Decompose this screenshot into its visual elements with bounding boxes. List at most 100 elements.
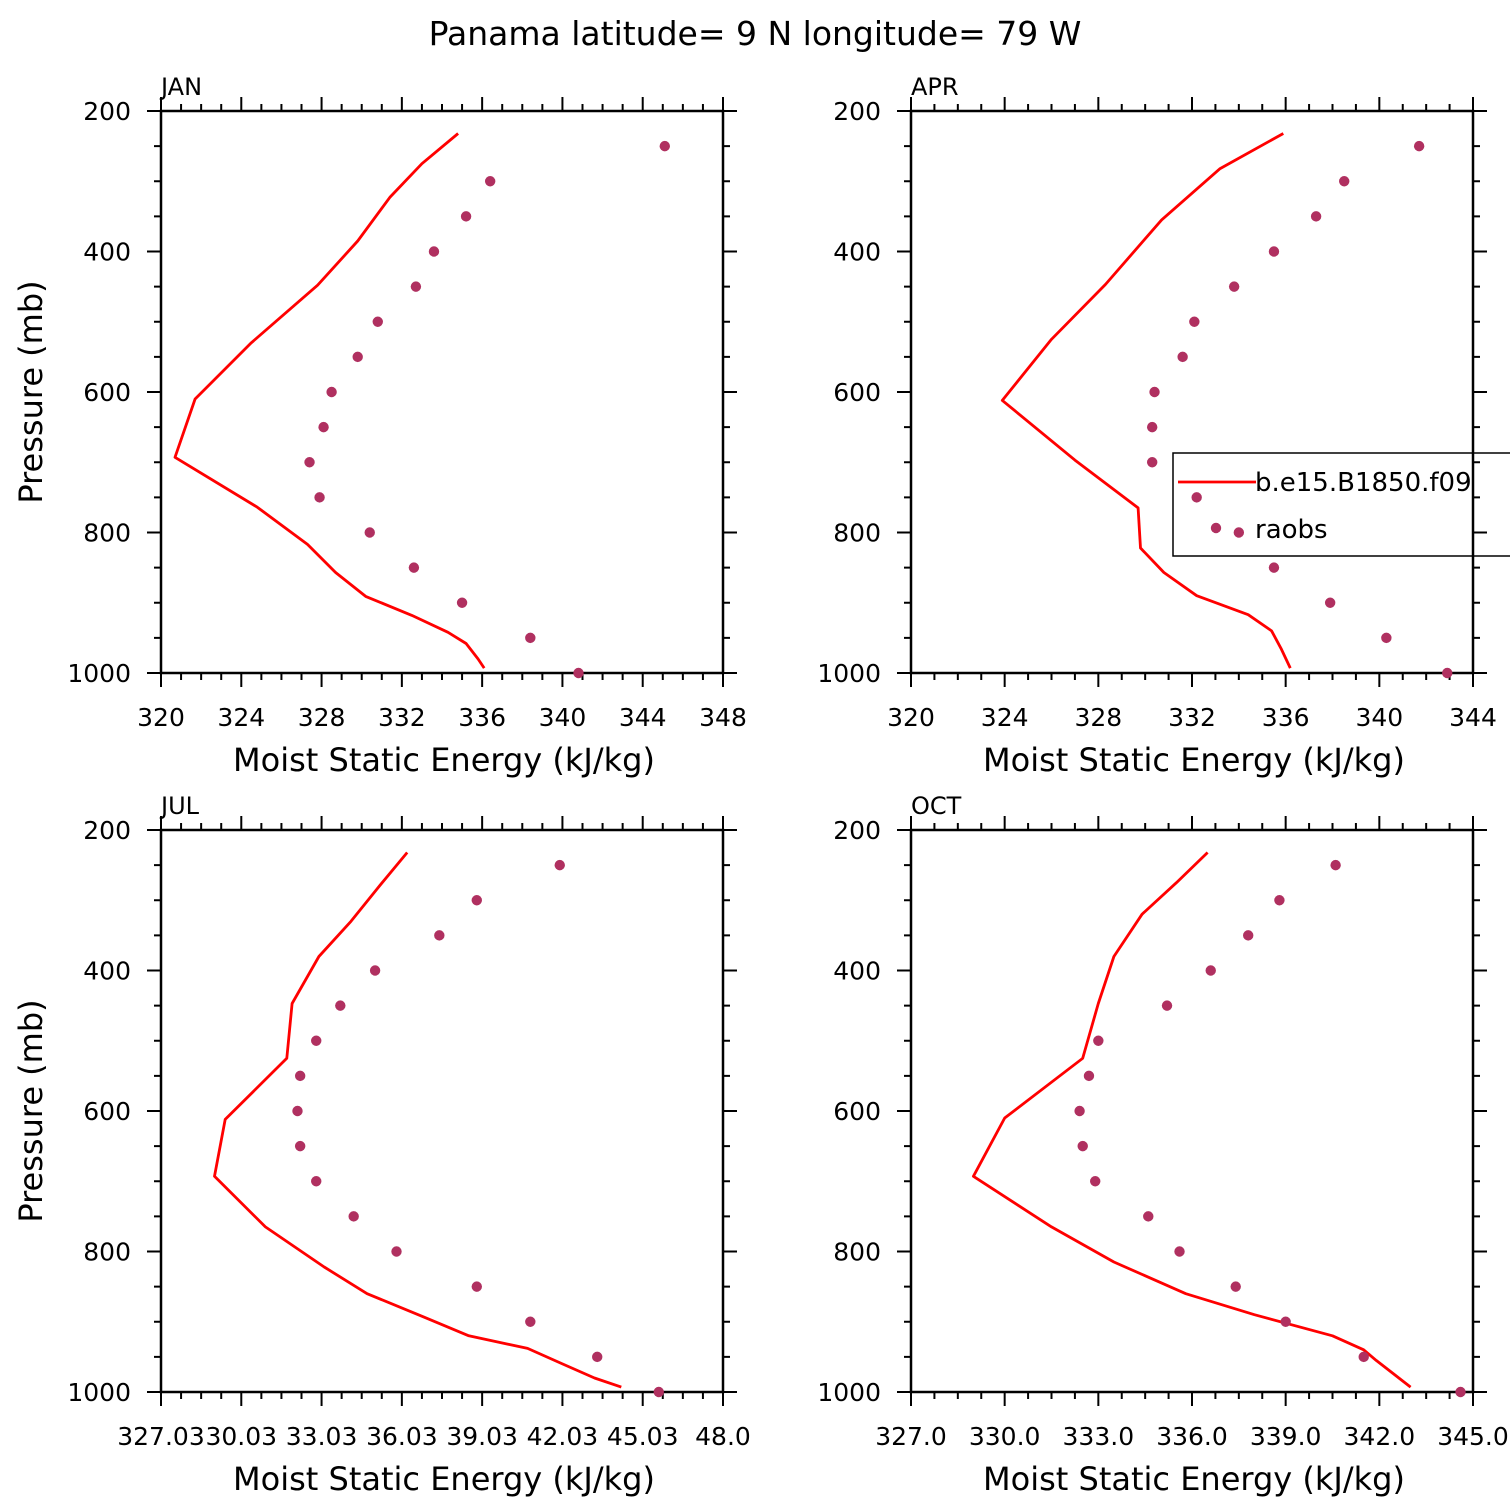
data-point-raobs xyxy=(311,1035,322,1046)
x-tick-label: 340 xyxy=(539,703,587,732)
data-point-raobs xyxy=(364,527,375,538)
x-tick-label: 332 xyxy=(1168,703,1216,732)
data-point-raobs xyxy=(471,1281,482,1292)
tick-marks xyxy=(897,97,1487,687)
y-tick-label: 800 xyxy=(833,1238,881,1267)
data-point-raobs xyxy=(1268,562,1280,573)
y-tick-label: 200 xyxy=(833,97,881,126)
data-point-raobs xyxy=(372,316,383,327)
data-point-raobs xyxy=(348,1211,359,1222)
x-axis-label: Moist Static Energy (kJ/kg) xyxy=(983,1460,1405,1498)
data-point-raobs xyxy=(410,281,422,292)
panel-jul: JUL 200 400 600 800 1000 327.03 30.03 33.03 36.03… xyxy=(12,792,751,1498)
y-axis-label: Pressure (mb) xyxy=(12,999,50,1222)
legend: b.e15.B1850.f09 raobs xyxy=(1172,452,1510,557)
y-tick-label: 800 xyxy=(833,519,881,548)
panel-label: APR xyxy=(911,73,959,101)
x-tick-label: 333.0 xyxy=(1063,1422,1135,1451)
x-tick-label: 320 xyxy=(137,703,185,732)
legend-label-raobs: raobs xyxy=(1255,515,1328,545)
data-point-raobs xyxy=(1455,1386,1466,1398)
data-point-raobs xyxy=(1189,316,1200,327)
data-point-raobs xyxy=(1268,246,1280,257)
y-tick-label: 600 xyxy=(833,378,881,407)
data-point-raobs xyxy=(484,176,496,187)
data-point-raobs xyxy=(1149,386,1160,398)
data-point-raobs xyxy=(592,1351,603,1363)
data-point-raobs xyxy=(369,965,381,976)
panel-label: OCT xyxy=(911,792,962,820)
y-tick-label: 1000 xyxy=(67,659,131,688)
x-tick-label: 348 xyxy=(699,703,747,732)
plot-frame xyxy=(909,828,1475,1394)
y-tick-label: 200 xyxy=(83,816,131,845)
y-tick-label: 400 xyxy=(833,957,881,986)
data-point-raobs xyxy=(1442,667,1453,679)
data-point-raobs xyxy=(1381,632,1392,644)
y-tick-label: 1000 xyxy=(817,659,881,688)
series-raobs xyxy=(1074,859,1466,1398)
x-tick-label: 336.0 xyxy=(1156,1422,1228,1451)
y-axis-label: Pressure (mb) xyxy=(12,280,50,503)
y-tick-label: 400 xyxy=(83,957,131,986)
x-axis-label: Moist Static Energy (kJ/kg) xyxy=(233,1460,655,1498)
series-raobs xyxy=(304,140,670,679)
series-line-model xyxy=(213,851,622,1389)
data-point-raobs xyxy=(428,246,440,257)
x-tick-label: 332 xyxy=(378,703,426,732)
data-point-raobs xyxy=(1280,1316,1291,1327)
data-point-raobs xyxy=(304,457,315,468)
data-point-raobs xyxy=(1083,1070,1095,1082)
data-point-raobs xyxy=(434,930,445,941)
x-tick-label: 340 xyxy=(1355,703,1403,732)
x-tick-label: 339.0 xyxy=(1250,1422,1322,1451)
x-tick-label: 327.03 xyxy=(117,1422,204,1451)
x-tick-label: 328 xyxy=(1074,703,1122,732)
y-tick-label: 200 xyxy=(833,816,881,845)
legend-box xyxy=(1172,452,1510,557)
x-axis-label: Moist Static Energy (kJ/kg) xyxy=(983,741,1405,779)
data-point-raobs xyxy=(1228,281,1240,292)
data-point-raobs xyxy=(554,859,565,871)
x-tick-label: 30.03 xyxy=(205,1422,277,1451)
data-point-raobs xyxy=(1146,421,1158,433)
legend-label-model: b.e15.B1850.f09 xyxy=(1255,468,1472,498)
data-point-raobs xyxy=(1090,1176,1101,1187)
x-tick-label: 42.03 xyxy=(527,1422,599,1451)
y-tick-label: 600 xyxy=(83,378,131,407)
data-point-raobs xyxy=(1146,457,1158,468)
data-point-raobs xyxy=(456,597,468,608)
panel-label: JUL xyxy=(159,792,200,820)
data-point-raobs xyxy=(1161,1000,1173,1011)
data-point-raobs xyxy=(525,1316,536,1327)
data-point-raobs xyxy=(1093,1035,1104,1046)
tick-marks xyxy=(897,816,1487,1406)
data-point-raobs xyxy=(1074,1105,1085,1117)
y-tick-label: 1000 xyxy=(817,1378,881,1407)
data-point-raobs xyxy=(318,421,329,433)
y-tick-label: 800 xyxy=(83,519,131,548)
x-tick-label: 344 xyxy=(1449,703,1497,732)
data-point-raobs xyxy=(1205,965,1216,976)
panel-label: JAN xyxy=(159,73,202,101)
data-point-raobs xyxy=(1177,351,1188,363)
x-tick-label: 36.03 xyxy=(366,1422,438,1451)
y-tick-label: 600 xyxy=(83,1097,131,1126)
figure-title: Panama latitude= 9 N longitude= 79 W xyxy=(429,14,1082,53)
x-tick-label: 336 xyxy=(458,703,506,732)
panel-oct: OCT 200 400 600 800 1000 327.0 330.0 333.0 336.0 3… xyxy=(817,792,1508,1498)
x-tick-label: 336 xyxy=(1262,703,1310,732)
data-point-raobs xyxy=(1233,527,1245,538)
data-point-raobs xyxy=(294,1070,306,1082)
y-tick-label: 400 xyxy=(833,238,881,267)
data-point-raobs xyxy=(1339,176,1350,187)
data-point-raobs xyxy=(335,1000,346,1011)
data-point-raobs xyxy=(659,140,670,152)
data-point-raobs xyxy=(471,895,482,906)
data-point-raobs xyxy=(653,1386,664,1398)
data-point-raobs xyxy=(1077,1140,1088,1152)
data-point-raobs xyxy=(525,632,536,644)
data-point-raobs xyxy=(1274,895,1285,906)
